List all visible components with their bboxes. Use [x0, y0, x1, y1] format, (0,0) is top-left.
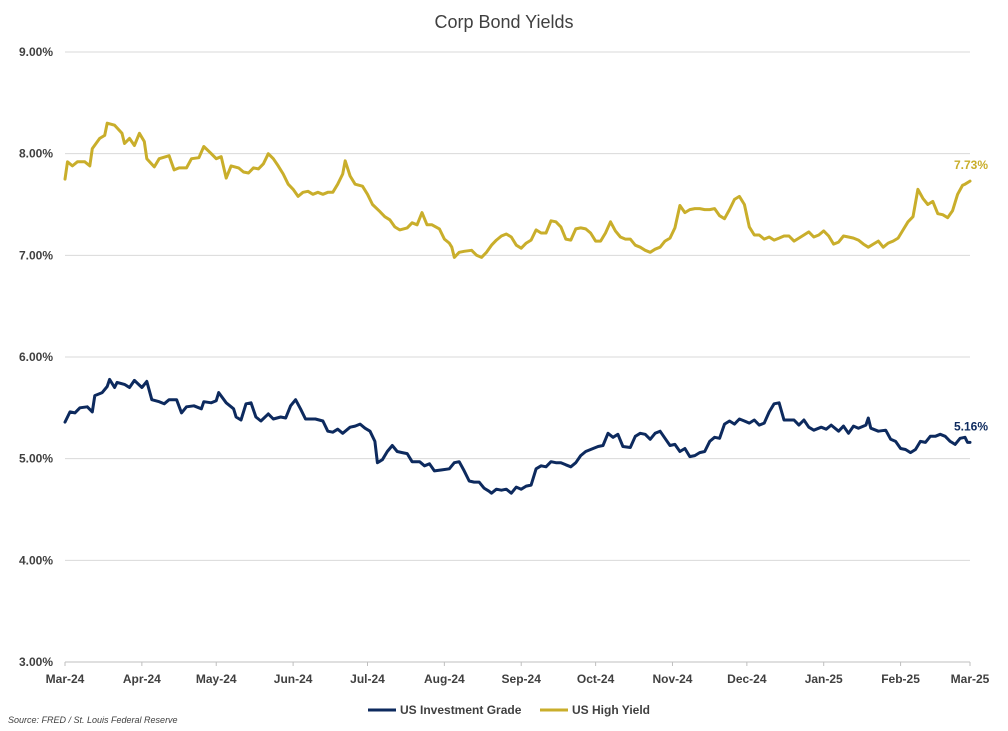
legend-item: US High Yield — [540, 703, 650, 717]
series-end-label: 7.73% — [954, 158, 988, 172]
x-tick-label: Dec-24 — [727, 672, 767, 686]
x-tick-label: Apr-24 — [123, 672, 161, 686]
legend: US Investment Grade US High Yield — [368, 703, 650, 717]
y-tick-label: 4.00% — [19, 553, 53, 567]
x-tick-label: Mar-25 — [951, 672, 990, 686]
x-tick-label: Jan-25 — [805, 672, 843, 686]
legend-label: US High Yield — [572, 703, 650, 717]
x-tick-label: Feb-25 — [881, 672, 920, 686]
chart-title: Corp Bond Yields — [434, 12, 573, 32]
gridlines — [65, 51, 970, 663]
x-tick-label: Aug-24 — [424, 672, 465, 686]
x-tick-label: Sep-24 — [502, 672, 542, 686]
y-tick-label: 3.00% — [19, 655, 53, 669]
x-tick-label: Jul-24 — [350, 672, 385, 686]
y-tick-label: 6.00% — [19, 350, 53, 364]
y-tick-label: 5.00% — [19, 452, 53, 466]
x-tick-label: Jun-24 — [274, 672, 313, 686]
us-high-yield-line — [63, 121, 972, 259]
x-tick-label: May-24 — [196, 672, 237, 686]
source-note: Source: FRED / St. Louis Federal Reserve — [8, 715, 178, 725]
legend-label: US Investment Grade — [400, 703, 522, 717]
legend-item: US Investment Grade — [368, 703, 522, 717]
y-tick-label: 7.00% — [19, 248, 53, 262]
y-tick-label: 9.00% — [19, 45, 53, 59]
series-lines — [63, 121, 972, 495]
series-end-label: 5.16% — [954, 419, 988, 433]
x-tick-label: Nov-24 — [652, 672, 692, 686]
x-tick-label: Mar-24 — [46, 672, 85, 686]
end-labels: 5.16% 7.73% — [954, 158, 988, 433]
x-tick-label: Oct-24 — [577, 672, 615, 686]
axes: 3.00% 4.00% 5.00% 6.00% 7.00% 8.00% 9.00% Mar-2… — [19, 45, 990, 686]
us-investment-grade-line — [63, 377, 972, 495]
y-tick-label: 8.00% — [19, 147, 53, 161]
